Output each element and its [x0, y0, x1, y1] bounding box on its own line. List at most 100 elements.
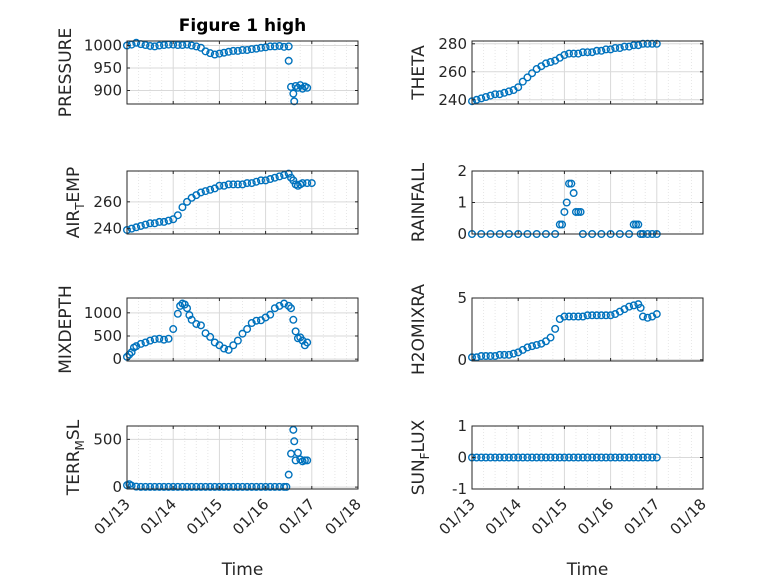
- data-point: [266, 42, 275, 51]
- data-point: [576, 207, 585, 216]
- data-point: [233, 46, 242, 55]
- y-tick-label: 1: [457, 194, 467, 212]
- data-point: [504, 350, 513, 359]
- data-point: [155, 334, 164, 343]
- data-point: [136, 482, 145, 491]
- data-point: [500, 350, 509, 359]
- data-point: [588, 311, 597, 320]
- y-tick-label: 5: [457, 289, 467, 307]
- data-point: [233, 180, 242, 189]
- data-point: [569, 312, 578, 321]
- data-point: [146, 336, 155, 345]
- data-point: [201, 47, 210, 56]
- data-point: [164, 216, 173, 225]
- data-point: [574, 453, 583, 462]
- data-point: [629, 453, 638, 462]
- data-point: [477, 453, 486, 462]
- data-point: [625, 302, 634, 311]
- data-point: [261, 176, 270, 185]
- data-point: [192, 42, 201, 51]
- data-point: [224, 47, 233, 56]
- data-point: [495, 453, 504, 462]
- data-point: [141, 338, 150, 347]
- y-tick-label: 0: [457, 449, 467, 467]
- data-point: [233, 336, 242, 345]
- data-point: [247, 482, 256, 491]
- data-point: [514, 453, 523, 462]
- y-tick-label: 240: [438, 91, 467, 109]
- data-point: [275, 301, 284, 310]
- data-point: [504, 453, 513, 462]
- data-point: [532, 340, 541, 349]
- data-point: [523, 453, 532, 462]
- data-point: [164, 334, 173, 343]
- data-point: [578, 48, 587, 57]
- data-point: [287, 304, 296, 313]
- x-tick-label: 01/15: [528, 495, 571, 538]
- data-point: [289, 176, 298, 185]
- data-point: [141, 220, 150, 229]
- data-point: [141, 482, 150, 491]
- data-point: [537, 453, 546, 462]
- data-point: [243, 46, 252, 55]
- data-point: [206, 482, 215, 491]
- y-tick-label: 1000: [84, 304, 122, 322]
- data-point: [293, 448, 302, 457]
- data-point: [169, 482, 178, 491]
- data-point: [280, 171, 289, 180]
- data-point: [491, 352, 500, 361]
- data-point: [652, 453, 661, 462]
- subplot-theta: 240 260 280 THETA: [409, 35, 704, 109]
- data-point: [495, 350, 504, 359]
- data-point: [495, 90, 504, 99]
- data-point: [224, 345, 233, 354]
- data-point: [569, 453, 578, 462]
- data-point: [574, 312, 583, 321]
- data-point: [146, 219, 155, 228]
- data-point: [238, 180, 247, 189]
- data-point: [629, 301, 638, 310]
- data-point: [132, 342, 141, 351]
- data-point: [173, 211, 182, 220]
- data-point: [632, 220, 641, 229]
- y-tick-label: 500: [93, 327, 122, 345]
- data-point: [229, 482, 238, 491]
- data-point: [289, 315, 298, 324]
- x-tick-label: 01/16: [574, 495, 617, 538]
- x-tick-label: 01/17: [275, 495, 318, 538]
- data-point: [173, 309, 182, 318]
- plot-area: [472, 41, 703, 104]
- data-point: [233, 482, 242, 491]
- data-point: [532, 453, 541, 462]
- y-axis-label: THETA: [409, 45, 429, 101]
- data-point: [289, 425, 298, 434]
- data-point: [555, 220, 564, 229]
- data-point: [518, 77, 527, 86]
- y-tick-label: -1: [452, 480, 467, 498]
- data-point: [150, 335, 159, 344]
- data-point: [569, 189, 578, 198]
- data-point: [486, 352, 495, 361]
- data-point: [514, 83, 523, 92]
- data-point: [266, 482, 275, 491]
- data-point: [583, 453, 592, 462]
- data-point: [477, 94, 486, 103]
- data-point: [229, 341, 238, 350]
- data-point: [486, 453, 495, 462]
- data-point: [629, 41, 638, 50]
- data-point: [638, 453, 647, 462]
- x-tick-label: 01/15: [183, 495, 226, 538]
- data-point: [141, 41, 150, 50]
- data-point: [611, 453, 620, 462]
- data-point: [634, 220, 643, 229]
- data-point: [132, 223, 141, 232]
- data-point: [560, 207, 569, 216]
- data-point: [192, 482, 201, 491]
- data-point: [569, 49, 578, 58]
- chart-title: Figure 1 high: [179, 16, 307, 36]
- data-point: [270, 304, 279, 313]
- data-point: [481, 352, 490, 361]
- data-point: [601, 311, 610, 320]
- data-point: [567, 179, 576, 188]
